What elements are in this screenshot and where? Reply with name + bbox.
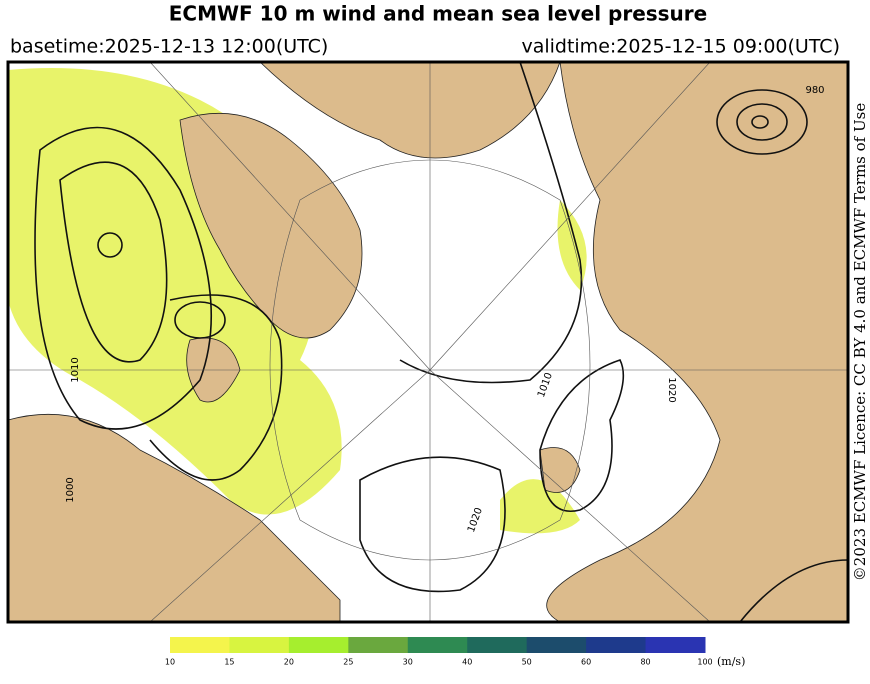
colorbar-tick-label: 20: [284, 658, 294, 667]
title: ECMWF 10 m wind and mean sea level press…: [169, 2, 707, 26]
colorbar-unit: (m/s): [717, 655, 745, 668]
isobar-label: 980: [805, 85, 824, 96]
colorbar-tick-label: 60: [581, 658, 591, 667]
credit: ©2023 ECMWF Licence: CC BY 4.0 and ECMWF…: [851, 103, 869, 582]
isobar-label: 1010: [70, 357, 81, 382]
colorbar-tick-label: 50: [522, 658, 532, 667]
basetime: basetime:2025-12-13 12:00(UTC): [10, 36, 328, 58]
colorbar-segment: [467, 637, 528, 653]
colorbar-tick-label: 30: [403, 658, 413, 667]
colorbar-segment: [407, 637, 468, 653]
colorbar-segment: [348, 637, 409, 653]
validtime: validtime:2025-12-15 09:00(UTC): [521, 36, 840, 58]
isobar-label: 1000: [65, 477, 76, 502]
colorbar-segment: [526, 637, 587, 653]
legend: 10 15 20 25 30 40 50 60 80 100 (m/s): [165, 637, 745, 668]
colorbar-tick-label: 25: [343, 658, 353, 667]
colorbar-tick-label: 15: [224, 658, 234, 667]
isobar-label: 1020: [666, 377, 677, 402]
colorbar-tick-label: 10: [165, 658, 175, 667]
colorbar-tick-label: 80: [640, 658, 650, 667]
colorbar-segment: [170, 637, 230, 653]
colorbar-segment: [229, 637, 290, 653]
colorbar-segment: [645, 637, 706, 653]
colorbar-segment: [288, 637, 349, 653]
colorbar-tick-label: 40: [462, 658, 472, 667]
colorbar-segment: [586, 637, 647, 653]
colorbar-tick-label: 100: [697, 658, 712, 667]
